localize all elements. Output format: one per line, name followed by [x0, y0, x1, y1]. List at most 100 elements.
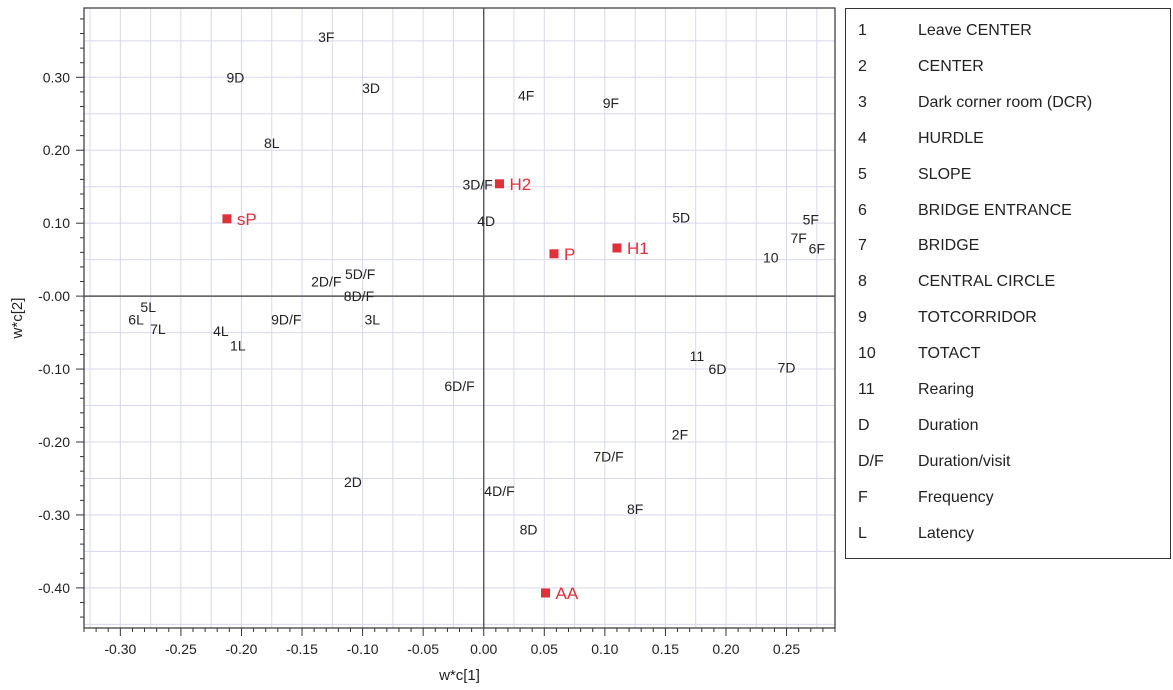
- y-tick-label: -0.30: [38, 507, 70, 523]
- response-marker: [612, 243, 622, 253]
- legend-description: CENTRAL CIRCLE: [918, 273, 1056, 291]
- y-tick-label: 0.10: [43, 215, 70, 231]
- variable-label: 2D: [344, 474, 362, 490]
- legend-row: F Frequency: [846, 480, 1170, 516]
- response-label: H2: [509, 175, 531, 194]
- scatter-plot: -0.30 -0.25 -0.20 -0.15 -0.10 -0.05 0.00 0.05 0.…: [9, 7, 836, 684]
- legend-row: D/F Duration/visit: [846, 444, 1170, 480]
- response-marker: [541, 588, 551, 598]
- variable-label: 5D/F: [345, 266, 375, 282]
- variable-label: 7L: [150, 321, 166, 337]
- legend-description: Frequency: [918, 488, 994, 506]
- legend-code: 9: [858, 309, 867, 327]
- x-tick-label: 0.10: [591, 641, 618, 657]
- variable-label: 4F: [518, 88, 534, 104]
- variable-label: 6D/F: [444, 378, 474, 394]
- variable-label: 9D: [226, 69, 244, 85]
- variable-label: 1L: [230, 338, 246, 354]
- x-tick-label: 0.25: [773, 641, 800, 657]
- variable-label: 10: [763, 249, 779, 265]
- legend-code: 8: [858, 273, 867, 291]
- variable-label: 5D: [672, 209, 690, 225]
- legend-code: D/F: [858, 452, 884, 470]
- legend-row: 7 BRIDGE: [846, 228, 1170, 264]
- y-axis-label: w*c[2]: [9, 298, 26, 340]
- variable-label: 8L: [264, 135, 280, 151]
- legend-row: 6 BRIDGE ENTRANCE: [846, 193, 1170, 229]
- response-marker: [549, 249, 559, 259]
- response-points: H2 sP P H1 AA: [222, 175, 649, 603]
- variable-label: 8D: [520, 522, 538, 538]
- legend-description: Leave CENTER: [918, 22, 1032, 39]
- x-tick-label: -0.25: [165, 641, 197, 657]
- legend-description: BRIDGE: [918, 237, 980, 255]
- variable-label: 4L: [213, 323, 229, 339]
- legend-description: SLOPE: [918, 165, 972, 183]
- legend-code: D: [858, 416, 870, 434]
- legend-row: 9 TOTCORRIDOR: [846, 300, 1170, 336]
- variable-label: 6L: [128, 311, 144, 327]
- variable-label: 8D/F: [344, 288, 374, 304]
- response-marker: [494, 179, 504, 189]
- grid-lines: [84, 8, 835, 628]
- legend-description: TOTACT: [918, 345, 981, 363]
- x-tick-label: -0.30: [104, 641, 136, 657]
- x-tick-label: -0.15: [286, 641, 318, 657]
- legend-row: 3 Dark corner room (DCR): [846, 85, 1170, 121]
- zero-axes: [84, 8, 835, 628]
- y-tick-label: 0.20: [43, 142, 70, 158]
- variable-label: 8F: [627, 501, 643, 517]
- variable-label: 3F: [318, 29, 334, 45]
- x-axis-label: w*c[1]: [438, 667, 480, 684]
- variable-label: 7D: [778, 360, 796, 376]
- legend-row: 1 Leave CENTER: [846, 13, 1170, 49]
- variable-label: 6F: [809, 241, 825, 257]
- variable-label: 7F: [790, 230, 806, 246]
- variable-label: 9D/F: [271, 311, 301, 327]
- x-tick-label: 0.20: [712, 641, 739, 657]
- legend-description: Duration/visit: [918, 452, 1011, 470]
- plot-frame: [83, 7, 836, 629]
- y-tick-label: 0.30: [43, 69, 70, 85]
- legend-description: Dark corner room (DCR): [918, 93, 1093, 111]
- legend-description: Latency: [918, 524, 975, 542]
- response-label: sP: [237, 210, 257, 229]
- legend-row: 10 TOTACT: [846, 336, 1170, 372]
- variable-label: 2D/F: [311, 274, 341, 290]
- legend-code: 10: [858, 345, 876, 363]
- legend-code: 11: [858, 381, 875, 398]
- x-tick-label: 0.00: [470, 641, 497, 657]
- variable-label: 5F: [803, 212, 819, 228]
- legend-code: 7: [858, 237, 867, 255]
- variable-label: 9F: [603, 95, 619, 111]
- response-label: H1: [627, 239, 649, 258]
- variable-label: 11: [690, 348, 705, 364]
- legend-code: 5: [858, 165, 867, 183]
- axis-ticks: -0.30 -0.25 -0.20 -0.15 -0.10 -0.05 0.00 0.05 0.…: [38, 18, 836, 657]
- variable-label: 7D/F: [593, 449, 623, 465]
- variable-label: 4D/F: [484, 483, 514, 499]
- x-tick-label: -0.05: [407, 641, 439, 657]
- legend-row: 2 CENTER: [846, 49, 1170, 85]
- y-tick-label: -0.10: [38, 361, 70, 377]
- x-tick-label: -0.20: [226, 641, 258, 657]
- variable-label: 3D/F: [462, 177, 492, 193]
- legend-row: D Duration: [846, 408, 1170, 444]
- variable-label: 3D: [362, 80, 380, 96]
- legend-description: HURDLE: [918, 129, 984, 147]
- legend-row: 11 Rearing: [846, 372, 1170, 408]
- legend-code: 1: [858, 22, 867, 39]
- legend-code: F: [858, 488, 868, 506]
- y-tick-label: -0.00: [38, 288, 70, 304]
- legend-code: 6: [858, 201, 867, 219]
- legend-row: 5 SLOPE: [846, 157, 1170, 193]
- legend-description: BRIDGE ENTRANCE: [918, 201, 1072, 219]
- variable-label: 6D: [709, 361, 727, 377]
- legend-code: 3: [858, 93, 867, 111]
- variable-label: 5L: [140, 299, 156, 315]
- variable-label: 3L: [364, 311, 380, 327]
- legend-description: Rearing: [918, 381, 975, 398]
- legend-code: L: [858, 524, 867, 542]
- x-tick-label: 0.15: [652, 641, 679, 657]
